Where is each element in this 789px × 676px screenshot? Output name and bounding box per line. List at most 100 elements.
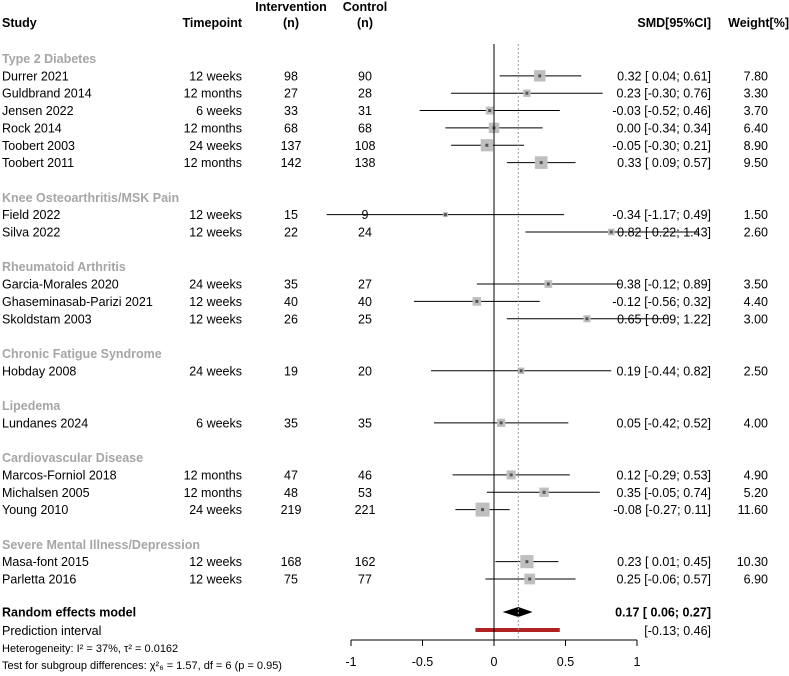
study-n-intervention: 35 bbox=[284, 416, 298, 430]
overall-label: Random effects model bbox=[2, 606, 136, 620]
study-weight: 6.90 bbox=[744, 573, 768, 587]
group-label: Cardiovascular Disease bbox=[2, 451, 143, 465]
header-timepoint: Timepoint bbox=[183, 16, 243, 30]
study-timepoint: 12 months bbox=[184, 156, 242, 170]
prediction-bar bbox=[475, 628, 560, 632]
point-estimate bbox=[443, 213, 447, 217]
study-n-control: 28 bbox=[358, 87, 372, 101]
study-n-intervention: 48 bbox=[284, 486, 298, 500]
point-estimate bbox=[609, 230, 613, 234]
study-timepoint: 24 weeks bbox=[189, 139, 242, 153]
study-timepoint: 12 weeks bbox=[189, 295, 242, 309]
study-n-control: 40 bbox=[358, 295, 372, 309]
point-estimate bbox=[538, 74, 542, 78]
header-intervention: Intervention bbox=[255, 0, 327, 14]
study-smd-ci: 0.33 [ 0.09; 0.57] bbox=[617, 156, 711, 170]
study-n-intervention: 15 bbox=[284, 208, 298, 222]
point-estimate bbox=[481, 508, 485, 512]
study-smd-ci: -0.05 [-0.30; 0.21] bbox=[612, 139, 711, 153]
header-smd: SMD[95%CI] bbox=[637, 16, 711, 30]
study-n-control: 27 bbox=[358, 278, 372, 292]
study-weight: 4.00 bbox=[744, 416, 768, 430]
study-smd-ci: -0.08 [-0.27; 0.11] bbox=[613, 503, 711, 517]
study-timepoint: 12 weeks bbox=[189, 573, 242, 587]
study-n-control: 31 bbox=[358, 104, 372, 118]
point-estimate bbox=[519, 369, 523, 373]
study-smd-ci: 0.32 [ 0.04; 0.61] bbox=[617, 69, 711, 83]
study-smd-ci: 0.12 [-0.29; 0.53] bbox=[616, 468, 711, 482]
group-label: Rheumatoid Arthritis bbox=[2, 260, 126, 274]
study-weight: 2.60 bbox=[744, 226, 768, 240]
overall-diamond bbox=[502, 607, 533, 617]
study-n-control: 162 bbox=[355, 555, 376, 569]
study-n-intervention: 68 bbox=[284, 121, 298, 135]
study-name: Lundanes 2024 bbox=[2, 416, 88, 430]
header-intervention-n: (n) bbox=[283, 16, 299, 30]
point-estimate bbox=[539, 161, 543, 165]
study-name: Garcia-Morales 2020 bbox=[2, 278, 119, 292]
point-estimate bbox=[509, 473, 513, 477]
study-weight: 9.50 bbox=[744, 156, 768, 170]
study-timepoint: 12 months bbox=[184, 486, 242, 500]
study-timepoint: 12 weeks bbox=[189, 226, 242, 240]
study-name: Hobday 2008 bbox=[2, 364, 76, 378]
point-estimate bbox=[525, 560, 529, 564]
study-name: Rock 2014 bbox=[2, 121, 62, 135]
study-n-control: 20 bbox=[358, 364, 372, 378]
subgroup-test-text: Test for subgroup differences: χ²₆ = 1.5… bbox=[2, 660, 282, 672]
study-n-control: 221 bbox=[355, 503, 376, 517]
study-weight: 5.20 bbox=[744, 486, 768, 500]
study-weight: 8.90 bbox=[744, 139, 768, 153]
prediction-ci: [-0.13; 0.46] bbox=[644, 624, 711, 638]
group-label: Chronic Fatigue Syndrome bbox=[2, 347, 162, 361]
study-name: Masa-font 2015 bbox=[2, 555, 89, 569]
study-smd-ci: 0.19 [-0.44; 0.82] bbox=[616, 364, 711, 378]
study-weight: 11.60 bbox=[738, 503, 768, 517]
study-smd-ci: -0.12 [-0.56; 0.32] bbox=[612, 295, 711, 309]
point-estimate bbox=[528, 577, 532, 581]
x-tick-label: 0.5 bbox=[557, 655, 574, 669]
study-name: Ghaseminasab-Parizi 2021 bbox=[2, 295, 153, 309]
study-name: Field 2022 bbox=[2, 208, 60, 222]
study-smd-ci: 0.35 [-0.05; 0.74] bbox=[616, 486, 711, 500]
study-weight: 2.50 bbox=[744, 364, 768, 378]
study-timepoint: 24 weeks bbox=[189, 503, 242, 517]
study-weight: 3.50 bbox=[744, 278, 768, 292]
study-weight: 7.80 bbox=[744, 69, 768, 83]
group-label: Type 2 Diabetes bbox=[2, 52, 96, 66]
study-weight: 6.40 bbox=[744, 121, 768, 135]
study-name: Toobert 2011 bbox=[2, 156, 74, 170]
point-estimate bbox=[488, 109, 492, 113]
x-tick-label: 0 bbox=[491, 655, 498, 669]
study-smd-ci: 0.05 [-0.42; 0.52] bbox=[616, 416, 711, 430]
study-n-control: 138 bbox=[355, 156, 376, 170]
study-n-intervention: 26 bbox=[284, 312, 298, 326]
study-n-intervention: 98 bbox=[284, 69, 298, 83]
point-estimate bbox=[525, 91, 529, 95]
study-timepoint: 12 weeks bbox=[189, 208, 242, 222]
study-n-intervention: 142 bbox=[281, 156, 302, 170]
study-n-intervention: 27 bbox=[284, 87, 298, 101]
study-smd-ci: 0.23 [-0.30; 0.76] bbox=[616, 87, 711, 101]
study-n-intervention: 137 bbox=[281, 139, 302, 153]
header-weight: Weight[%] bbox=[728, 16, 789, 30]
point-estimate bbox=[546, 282, 550, 286]
study-name: Parletta 2016 bbox=[2, 573, 76, 587]
study-n-intervention: 22 bbox=[284, 226, 298, 240]
study-name: Guldbrand 2014 bbox=[2, 87, 92, 101]
study-n-control: 77 bbox=[358, 573, 372, 587]
study-name: Toobert 2003 bbox=[2, 139, 75, 153]
study-n-control: 68 bbox=[358, 121, 372, 135]
overall-smd-ci: 0.17 [ 0.06; 0.27] bbox=[615, 606, 711, 620]
study-n-intervention: 168 bbox=[281, 555, 302, 569]
x-tick-label: -0.5 bbox=[412, 655, 434, 669]
study-n-intervention: 75 bbox=[284, 573, 298, 587]
study-timepoint: 12 weeks bbox=[189, 312, 242, 326]
study-n-control: 90 bbox=[358, 69, 372, 83]
heterogeneity-text: Heterogeneity: I² = 37%, τ² = 0.0162 bbox=[2, 643, 178, 655]
study-n-control: 35 bbox=[358, 416, 372, 430]
study-n-intervention: 219 bbox=[281, 503, 302, 517]
study-name: Silva 2022 bbox=[2, 226, 60, 240]
study-timepoint: 12 months bbox=[184, 468, 242, 482]
x-tick-label: -1 bbox=[345, 655, 356, 669]
